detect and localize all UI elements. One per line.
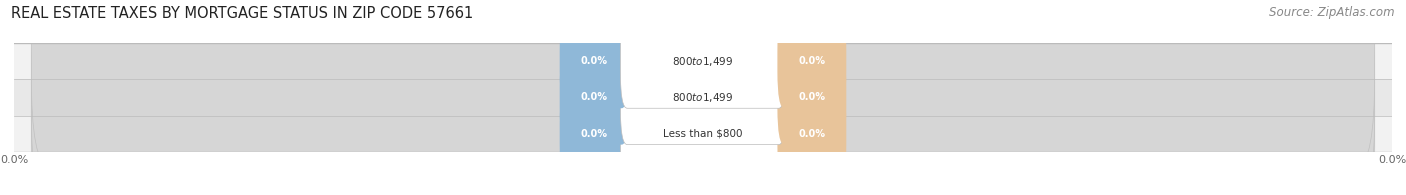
FancyBboxPatch shape bbox=[560, 50, 628, 145]
FancyBboxPatch shape bbox=[620, 14, 786, 108]
Text: 0.0%: 0.0% bbox=[799, 92, 825, 103]
FancyBboxPatch shape bbox=[778, 50, 846, 145]
Text: $800 to $1,499: $800 to $1,499 bbox=[672, 55, 734, 68]
FancyBboxPatch shape bbox=[620, 87, 786, 181]
Text: 0.0%: 0.0% bbox=[581, 56, 607, 66]
FancyBboxPatch shape bbox=[31, 0, 1375, 165]
FancyBboxPatch shape bbox=[620, 50, 786, 145]
FancyBboxPatch shape bbox=[31, 30, 1375, 195]
Text: $800 to $1,499: $800 to $1,499 bbox=[672, 91, 734, 104]
Bar bbox=[14, 79, 1392, 116]
FancyBboxPatch shape bbox=[778, 87, 846, 181]
Text: 0.0%: 0.0% bbox=[581, 92, 607, 103]
Text: Less than $800: Less than $800 bbox=[664, 129, 742, 139]
Bar bbox=[14, 43, 1392, 79]
Text: Source: ZipAtlas.com: Source: ZipAtlas.com bbox=[1270, 6, 1395, 19]
Text: 0.0%: 0.0% bbox=[799, 56, 825, 66]
Bar bbox=[14, 116, 1392, 152]
Text: REAL ESTATE TAXES BY MORTGAGE STATUS IN ZIP CODE 57661: REAL ESTATE TAXES BY MORTGAGE STATUS IN … bbox=[11, 6, 474, 21]
Legend: Without Mortgage, With Mortgage: Without Mortgage, With Mortgage bbox=[576, 191, 830, 195]
Text: 0.0%: 0.0% bbox=[581, 129, 607, 139]
Text: 0.0%: 0.0% bbox=[799, 129, 825, 139]
FancyBboxPatch shape bbox=[778, 14, 846, 108]
FancyBboxPatch shape bbox=[31, 0, 1375, 195]
FancyBboxPatch shape bbox=[560, 14, 628, 108]
FancyBboxPatch shape bbox=[560, 87, 628, 181]
